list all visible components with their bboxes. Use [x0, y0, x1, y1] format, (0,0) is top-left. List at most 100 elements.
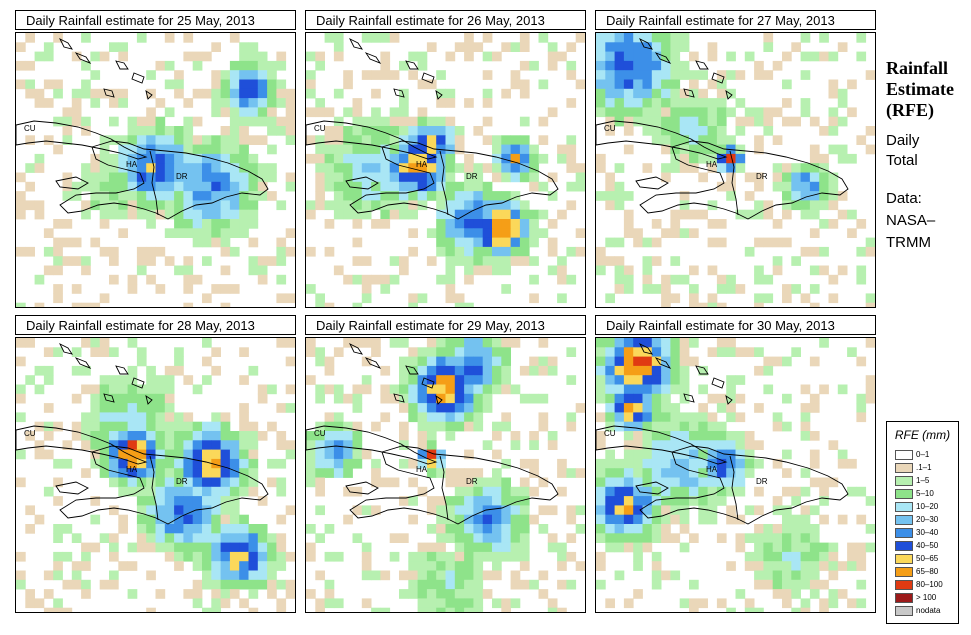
rain-cell: [239, 477, 249, 488]
rain-cell: [519, 365, 530, 376]
rain-cell: [183, 449, 194, 460]
rain-cell: [324, 144, 335, 155]
rain-cell: [155, 514, 166, 525]
rain-cell: [726, 607, 736, 612]
rain-cell: [679, 365, 690, 376]
rain-cell: [90, 237, 101, 248]
rain-cell: [371, 421, 381, 432]
rain-cell: [623, 70, 634, 80]
rain-cell: [566, 347, 577, 357]
rain-cell: [445, 228, 456, 238]
rain-cell: [118, 135, 128, 145]
rain-cell: [782, 393, 792, 404]
legend-swatch: [895, 541, 913, 551]
rain-cell: [164, 458, 175, 469]
rain-cell: [782, 356, 792, 367]
rain-cell: [229, 496, 240, 506]
rain-cell: [623, 421, 634, 432]
rain-cell: [575, 561, 585, 571]
rain-cell: [689, 163, 699, 173]
rain-cell: [361, 570, 372, 581]
rain-cell: [211, 228, 221, 238]
rain-cell: [557, 256, 567, 266]
rain-cell: [623, 468, 634, 478]
rain-cell: [557, 486, 567, 497]
rain-cell: [361, 338, 372, 348]
rain-cell: [436, 191, 446, 201]
rain-cell: [492, 561, 502, 571]
rain-cell: [670, 144, 681, 155]
rain-cell: [501, 246, 511, 257]
rain-cell: [324, 589, 335, 599]
rain-cell: [62, 256, 73, 266]
rain-cell: [239, 209, 249, 220]
rain-cell: [220, 107, 231, 118]
rain-cell: [726, 375, 736, 385]
rain-cell: [557, 293, 567, 304]
rain-cell: [445, 144, 456, 155]
rain-cell: [800, 431, 811, 441]
rain-cell: [633, 393, 643, 404]
rain-cell: [174, 70, 184, 80]
rain-cell: [248, 477, 259, 488]
rain-cell: [81, 561, 91, 571]
rain-cell: [361, 551, 372, 562]
rain-cell: [828, 589, 839, 599]
rain-cell: [492, 505, 502, 516]
rain-cell: [716, 598, 727, 609]
rain-cell: [25, 33, 35, 43]
rain-cell: [510, 153, 521, 164]
rain-cell: [454, 496, 465, 506]
rain-cell: [547, 365, 558, 376]
rain-cell: [164, 421, 175, 432]
rain-cell: [417, 79, 428, 90]
rain-cell: [538, 393, 549, 404]
rain-cell: [614, 79, 625, 90]
rain-cell: [566, 246, 577, 257]
rain-cell: [324, 579, 335, 590]
rain-cell: [426, 579, 437, 590]
rain-cell: [211, 607, 221, 612]
rain-cell: [16, 579, 26, 590]
rain-cell: [315, 393, 325, 404]
rain-cell: [698, 126, 708, 136]
rain-cell: [519, 135, 530, 145]
island-coastline: [131, 72, 145, 84]
rain-cell: [716, 88, 727, 99]
rain-cell: [220, 228, 231, 238]
rain-cell: [315, 181, 325, 192]
coastlines: [306, 342, 559, 525]
rain-cell: [707, 412, 718, 423]
rain-cell: [510, 219, 521, 229]
rain-cell: [248, 60, 259, 71]
rain-cell: [772, 172, 783, 183]
rain-cell: [99, 163, 110, 173]
rain-cell: [99, 431, 110, 441]
rain-cell: [735, 486, 746, 497]
rain-cell: [707, 449, 718, 460]
rain-cell: [183, 431, 194, 441]
rain-cell: [146, 209, 156, 220]
rain-cell: [81, 440, 91, 450]
rain-cell: [596, 347, 606, 357]
rain-cell: [633, 561, 643, 571]
rain-cell: [791, 589, 801, 599]
rain-cell: [454, 375, 465, 385]
rain-cell: [315, 163, 325, 173]
rain-cell: [267, 589, 277, 599]
rain-cell: [408, 365, 418, 376]
rain-cell: [772, 579, 783, 590]
rain-cell: [482, 533, 493, 543]
rain-cell: [276, 458, 287, 469]
rain-cell: [707, 477, 718, 488]
rain-cell: [315, 477, 325, 488]
rain-cell: [220, 284, 231, 294]
rain-cell: [614, 274, 625, 285]
rain-cell: [306, 153, 316, 164]
rain-cell: [220, 265, 231, 276]
rain-cell: [726, 172, 736, 183]
rain-cell: [623, 347, 634, 357]
rain-cell: [146, 496, 156, 506]
rain-cell: [538, 505, 549, 516]
rain-cell: [220, 153, 231, 164]
